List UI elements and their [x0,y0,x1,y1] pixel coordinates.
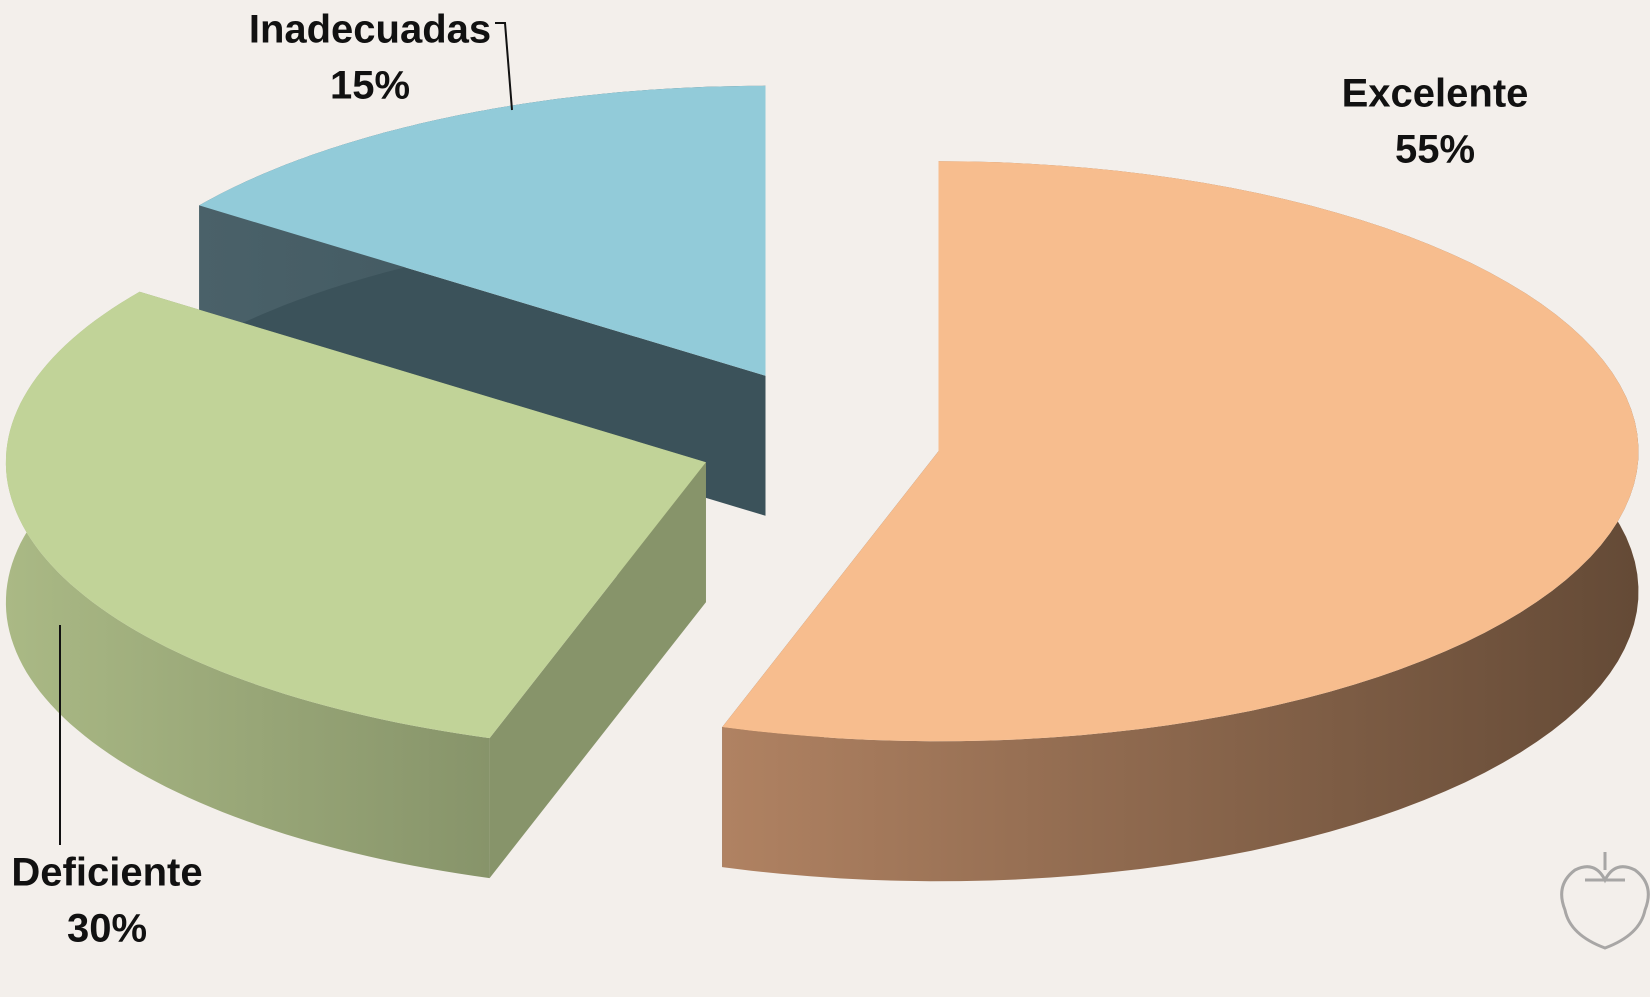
slice-label-value: 15% [330,64,410,108]
slice-label-name: Deficiente [11,851,202,895]
pie [5,85,1639,882]
slice [722,161,1639,882]
slice-label-name: Excelente [1342,72,1529,116]
logo [1560,852,1650,950]
slice [5,291,706,739]
slice-label-value: 55% [1395,128,1475,172]
labels: Excelente 55% Deficiente 30% Inadecuadas 15% [11,8,1528,951]
slice [722,161,1639,742]
slice [199,85,766,376]
slice [5,291,706,879]
logo-shield [1560,865,1650,950]
slice-label-value: 30% [67,907,147,951]
slice-label-name: Inadecuadas [249,8,491,52]
leader-line [495,22,513,111]
logo-crest [1585,852,1625,882]
